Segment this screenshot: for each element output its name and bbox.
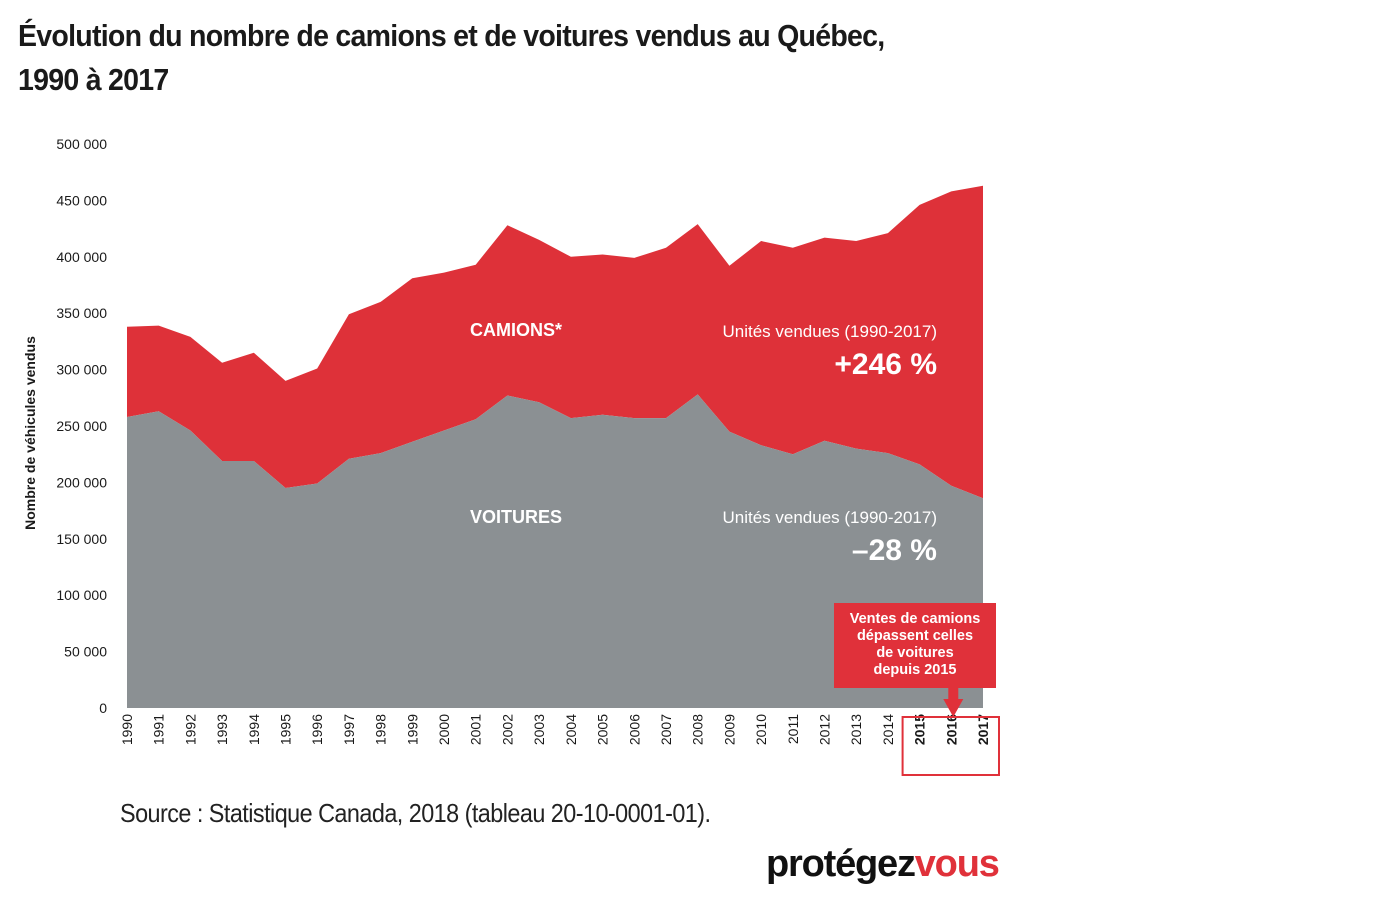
y-tick-label: 450 000 <box>56 192 107 208</box>
trucks-caption: Unités vendues (1990-2017) <box>722 322 937 341</box>
y-tick-label: 300 000 <box>56 362 107 378</box>
y-tick-label: 50 000 <box>64 644 107 660</box>
highlight-box-2015-2017 <box>901 716 1000 776</box>
logo-text-part1: protégez <box>766 843 916 885</box>
y-axis-title: Nombre de véhicules vendus <box>22 336 38 530</box>
callout-box <box>834 603 996 688</box>
x-tick-label-2010: 2010 <box>753 714 769 745</box>
callout-arrow-head <box>943 699 964 717</box>
chart-title-line-1: Évolution du nombre de camions et de voi… <box>18 18 885 53</box>
callout-text-line: dépassent celles <box>857 628 973 644</box>
x-tick-label-1996: 1996 <box>309 714 325 745</box>
y-tick-label: 500 000 <box>56 136 107 152</box>
cars-change-value: –28 % <box>852 534 937 567</box>
x-tick-label-2005: 2005 <box>595 714 611 745</box>
x-tick-label-1990: 1990 <box>119 714 135 745</box>
series-label-camions: CAMIONS* <box>470 320 562 340</box>
y-tick-label: 0 <box>99 700 107 716</box>
x-tick-label-2008: 2008 <box>690 714 706 745</box>
trucks-change-value: +246 % <box>834 348 937 381</box>
x-tick-label-1991: 1991 <box>151 714 167 745</box>
series-area-voitures <box>127 394 983 708</box>
x-tick-label-2012: 2012 <box>817 714 833 745</box>
x-tick-label-1995: 1995 <box>278 714 294 745</box>
x-tick-label-2014: 2014 <box>880 714 896 745</box>
x-tick-label-2013: 2013 <box>848 714 864 745</box>
callout-text-line: depuis 2015 <box>873 662 956 678</box>
x-tick-label-1993: 1993 <box>214 714 230 745</box>
x-tick-label-2016: 2016 <box>943 714 959 745</box>
x-tick-label-2000: 2000 <box>436 714 452 745</box>
x-tick-label-1992: 1992 <box>182 714 198 745</box>
chart-title: Évolution du nombre de camions et de voi… <box>18 14 901 102</box>
x-tick-label-1994: 1994 <box>246 714 262 745</box>
cars-caption: Unités vendues (1990-2017) <box>722 508 937 527</box>
x-tick-label-1999: 1999 <box>404 714 420 745</box>
y-tick-label: 100 000 <box>56 587 107 603</box>
y-tick-label: 200 000 <box>56 474 107 490</box>
x-tick-label-2017: 2017 <box>975 714 991 745</box>
callout-text-line: Ventes de camions <box>850 611 981 627</box>
x-tick-label-2007: 2007 <box>658 714 674 745</box>
x-tick-label-2015: 2015 <box>912 714 928 745</box>
x-tick-label-2009: 2009 <box>721 714 737 745</box>
source-note: Source : Statistique Canada, 2018 (table… <box>120 798 711 828</box>
callout-arrow-stem <box>948 688 959 699</box>
x-tick-label-2003: 2003 <box>531 714 547 745</box>
y-tick-label: 400 000 <box>56 249 107 265</box>
callout-text-line: de voitures <box>876 645 953 661</box>
y-tick-label: 250 000 <box>56 418 107 434</box>
brand-logo: protégezvous <box>766 843 1000 886</box>
series-area-camions <box>127 185 983 499</box>
x-tick-label-1997: 1997 <box>341 714 357 745</box>
x-tick-label-2001: 2001 <box>468 714 484 745</box>
x-tick-label-2002: 2002 <box>499 714 515 745</box>
y-tick-label: 350 000 <box>56 305 107 321</box>
y-tick-label: 150 000 <box>56 531 107 547</box>
x-tick-label-2006: 2006 <box>626 714 642 745</box>
logo-text-part2: vous <box>914 843 1000 885</box>
x-tick-label-1998: 1998 <box>373 714 389 745</box>
series-label-voitures: VOITURES <box>470 507 562 527</box>
chart-title-line-2: 1990 à 2017 <box>18 62 169 97</box>
x-tick-label-2004: 2004 <box>563 714 579 745</box>
x-tick-label-2011: 2011 <box>785 714 801 744</box>
